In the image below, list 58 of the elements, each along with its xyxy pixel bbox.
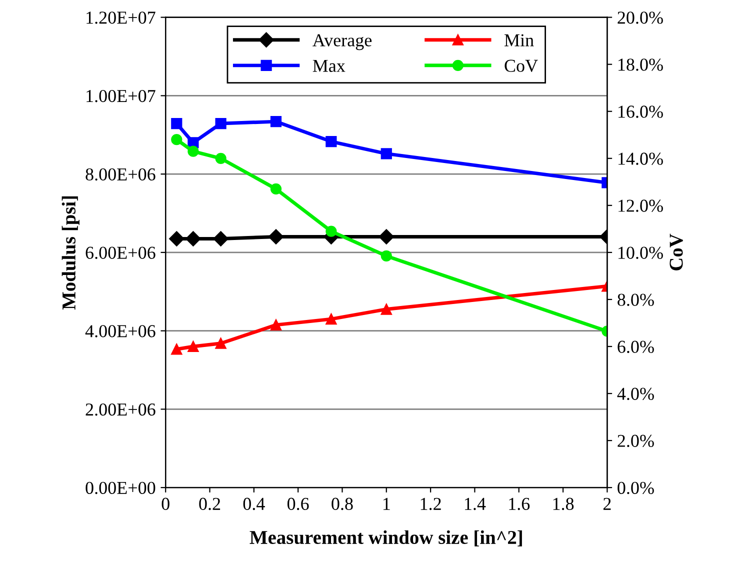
x-tick-label: 1.8 xyxy=(553,498,574,510)
y2-tick-label: 4.0% xyxy=(617,388,654,400)
point xyxy=(171,344,182,355)
y2-tick-label: 16.0% xyxy=(618,106,663,118)
y-tick-label: 2.00E+06 xyxy=(86,403,156,416)
x-tick-label: 0.6 xyxy=(287,498,309,510)
y2-tick-label: 10.0% xyxy=(618,246,663,259)
point xyxy=(215,152,226,164)
legend-label: Average xyxy=(312,34,372,50)
legend-label: CoV xyxy=(504,60,538,72)
y2-tick-label: 6.0% xyxy=(618,340,654,354)
x-tick-label: 0.2 xyxy=(199,498,220,510)
y-tick-label: 1.20E+07 xyxy=(86,12,156,24)
y2-tick-label: 12.0% xyxy=(618,200,663,212)
point xyxy=(171,134,182,146)
point xyxy=(326,314,337,325)
y-tick-label: 6.00E+06 xyxy=(86,246,156,259)
legend-label: Min xyxy=(504,34,534,46)
x-tick-label: 0.8 xyxy=(332,498,353,510)
point xyxy=(270,319,282,330)
point xyxy=(169,231,184,246)
y2-tick-label: 0.0% xyxy=(618,482,654,494)
y2-axis-title: CoV xyxy=(670,234,683,270)
y2-tick-label: 2.0% xyxy=(618,434,654,448)
x-tick-label: 1.6 xyxy=(509,498,530,510)
point xyxy=(268,229,284,244)
point xyxy=(188,146,199,157)
point xyxy=(213,231,228,246)
y-tick-label: 8.00E+06 xyxy=(86,168,156,181)
point xyxy=(215,118,226,130)
point xyxy=(270,183,282,195)
y2-tick-label: 8.0% xyxy=(618,294,654,306)
point xyxy=(326,226,337,237)
x-tick-label: 0 xyxy=(162,498,170,510)
y-axis-title: Modulus [psi] xyxy=(62,196,80,310)
x-tick-label: 1 xyxy=(383,498,390,510)
point xyxy=(186,231,201,246)
x-tick-label: 1.2 xyxy=(420,498,441,510)
point xyxy=(188,340,199,352)
y-tick-label: 4.00E+06 xyxy=(85,325,156,338)
y-tick-label: 0.00E+00 xyxy=(86,482,156,494)
point xyxy=(380,250,392,262)
x-tick-label: 0.4 xyxy=(243,498,265,510)
y2-tick-label: 14.0% xyxy=(618,152,663,165)
point xyxy=(171,118,182,130)
point xyxy=(378,229,394,244)
x-axis-title: Measurement window size [in^2] xyxy=(250,530,522,546)
x-tick-label: 1.4 xyxy=(465,498,486,510)
point xyxy=(326,136,337,148)
y2-tick-label: 18.0% xyxy=(618,58,663,71)
y2-tick-label: 20.0% xyxy=(618,12,663,24)
point xyxy=(215,338,226,349)
point xyxy=(380,304,392,315)
legend-label: Max xyxy=(312,60,346,72)
point xyxy=(270,116,282,128)
y-tick-label: 1.00E+07 xyxy=(86,90,156,102)
x-tick-label: 2 xyxy=(603,498,611,510)
point xyxy=(380,148,392,160)
